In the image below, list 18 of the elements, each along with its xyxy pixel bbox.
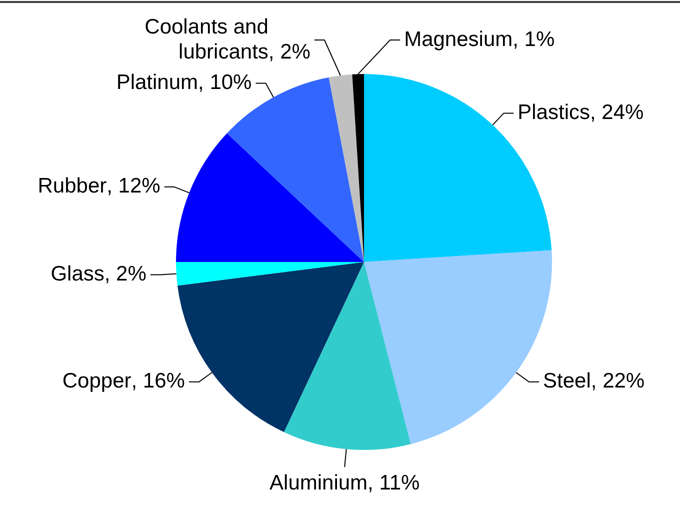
data-label: , 2% (268, 40, 310, 64)
slice-label: Aluminium (270, 471, 368, 494)
slice-label: Steel (543, 370, 591, 393)
data-label: , 10% (198, 71, 252, 94)
data-label: , 12% (106, 174, 160, 198)
data-label: , 11% (368, 471, 420, 494)
slice-label: Coolants and lubricants (144, 15, 268, 64)
slice-label: Platinum (116, 71, 198, 94)
data-label: , 24% (590, 101, 644, 124)
slice-label: Rubber (38, 174, 107, 198)
slice-label: Magnesium (404, 28, 513, 51)
slice-label: Glass (50, 262, 104, 286)
data-label: , 22% (590, 370, 645, 393)
data-label: , 16% (131, 370, 185, 393)
data-label: , 2% (104, 262, 146, 286)
slice-label: Copper (62, 370, 132, 393)
data-label: , 1% (512, 28, 555, 51)
slice-label: Plastics (518, 101, 590, 124)
